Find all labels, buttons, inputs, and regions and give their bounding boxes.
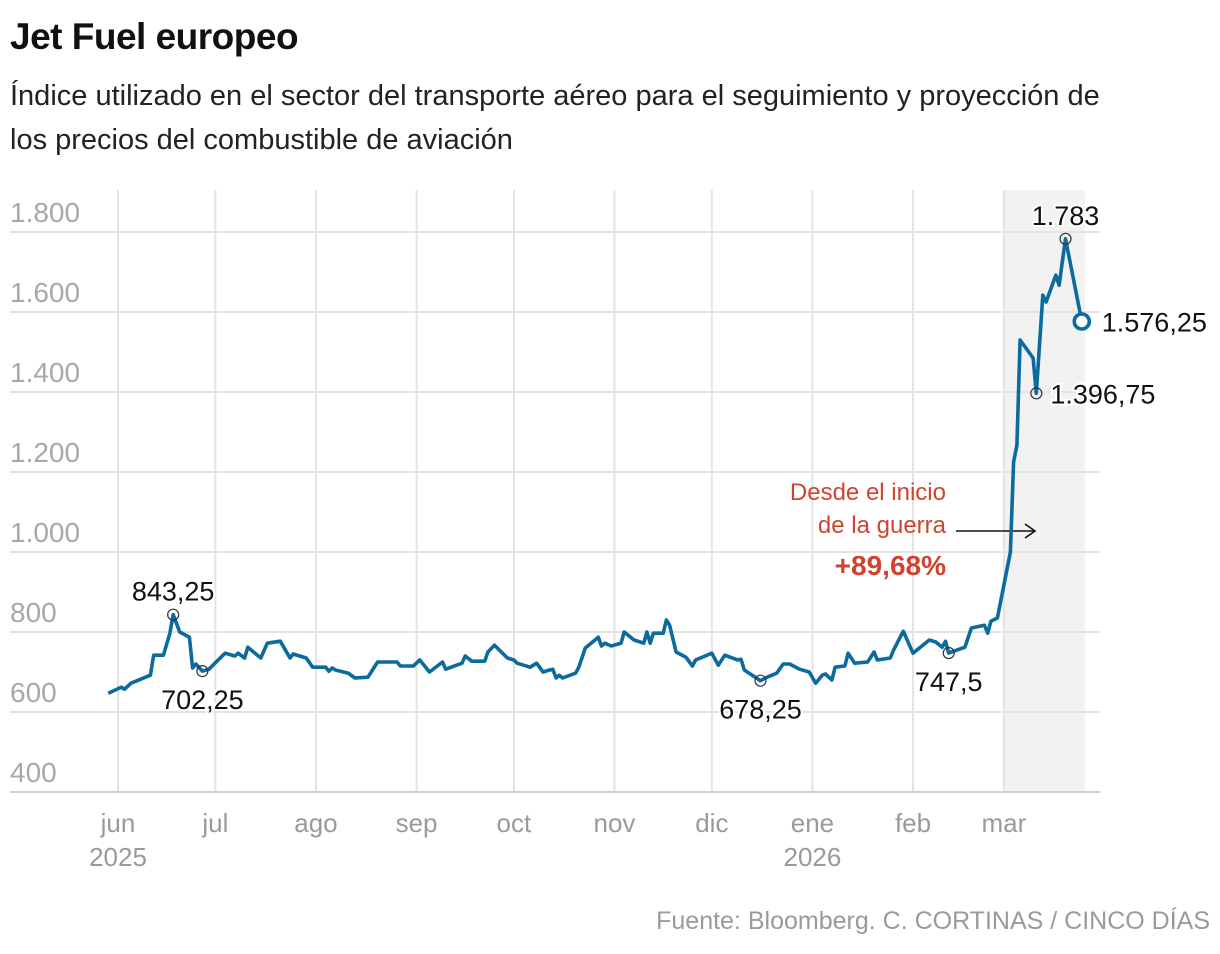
y-tick-label: 400	[10, 757, 57, 788]
data-point-marker	[167, 608, 180, 621]
data-point-marker	[1030, 387, 1043, 400]
shaded-war-period	[1003, 190, 1086, 792]
y-tick-label: 1.600	[10, 277, 80, 308]
series-line	[107, 237, 1084, 695]
data-label: 1.783	[1032, 201, 1100, 231]
x-tick-label: jul	[201, 808, 228, 838]
data-label: 843,25	[132, 577, 215, 607]
source-credit: Fuente: Bloomberg. C. CORTINAS / CINCO D…	[656, 907, 1210, 935]
y-tick-label: 1.200	[10, 437, 80, 468]
data-label: 678,25	[719, 695, 802, 725]
data-point-marker	[942, 646, 955, 660]
x-tick-label: ene	[791, 808, 834, 838]
x-tick-label: dic	[695, 808, 728, 838]
data-point-marker	[196, 664, 209, 678]
x-tick-label: ago	[294, 808, 337, 838]
data-label: 1.576,25	[1102, 308, 1207, 338]
annotation-arrowhead	[1024, 523, 1037, 539]
annotation-value: +89,68%	[835, 550, 946, 581]
x-tick-label: jun	[100, 808, 136, 838]
y-tick-label: 1.400	[10, 357, 80, 388]
x-year-label: 2026	[784, 842, 842, 872]
data-label: 747,5	[915, 667, 983, 697]
last-value-marker	[1072, 312, 1092, 331]
data-label: 702,25	[161, 685, 244, 715]
x-tick-label: sep	[396, 808, 438, 838]
y-tick-label: 600	[10, 677, 57, 708]
x-tick-label: nov	[594, 808, 636, 838]
chart-title: Jet Fuel europeo	[10, 16, 299, 57]
y-tick-label: 800	[10, 597, 57, 628]
x-tick-label: feb	[895, 808, 931, 838]
chart-subtitle: Índice utilizado en el sector del transp…	[10, 80, 1100, 156]
x-year-label: 2025	[89, 842, 147, 872]
data-point-marker	[754, 674, 767, 687]
x-tick-label: mar	[981, 808, 1026, 838]
y-tick-label: 1.000	[10, 517, 80, 548]
data-point-marker	[1059, 232, 1072, 245]
x-tick-label: oct	[497, 808, 532, 838]
annotation-text: de la guerra	[818, 512, 947, 539]
y-tick-label: 1.800	[10, 197, 80, 228]
annotation-text: Desde el inicio	[790, 479, 946, 506]
data-label: 1.396,75	[1050, 379, 1155, 409]
